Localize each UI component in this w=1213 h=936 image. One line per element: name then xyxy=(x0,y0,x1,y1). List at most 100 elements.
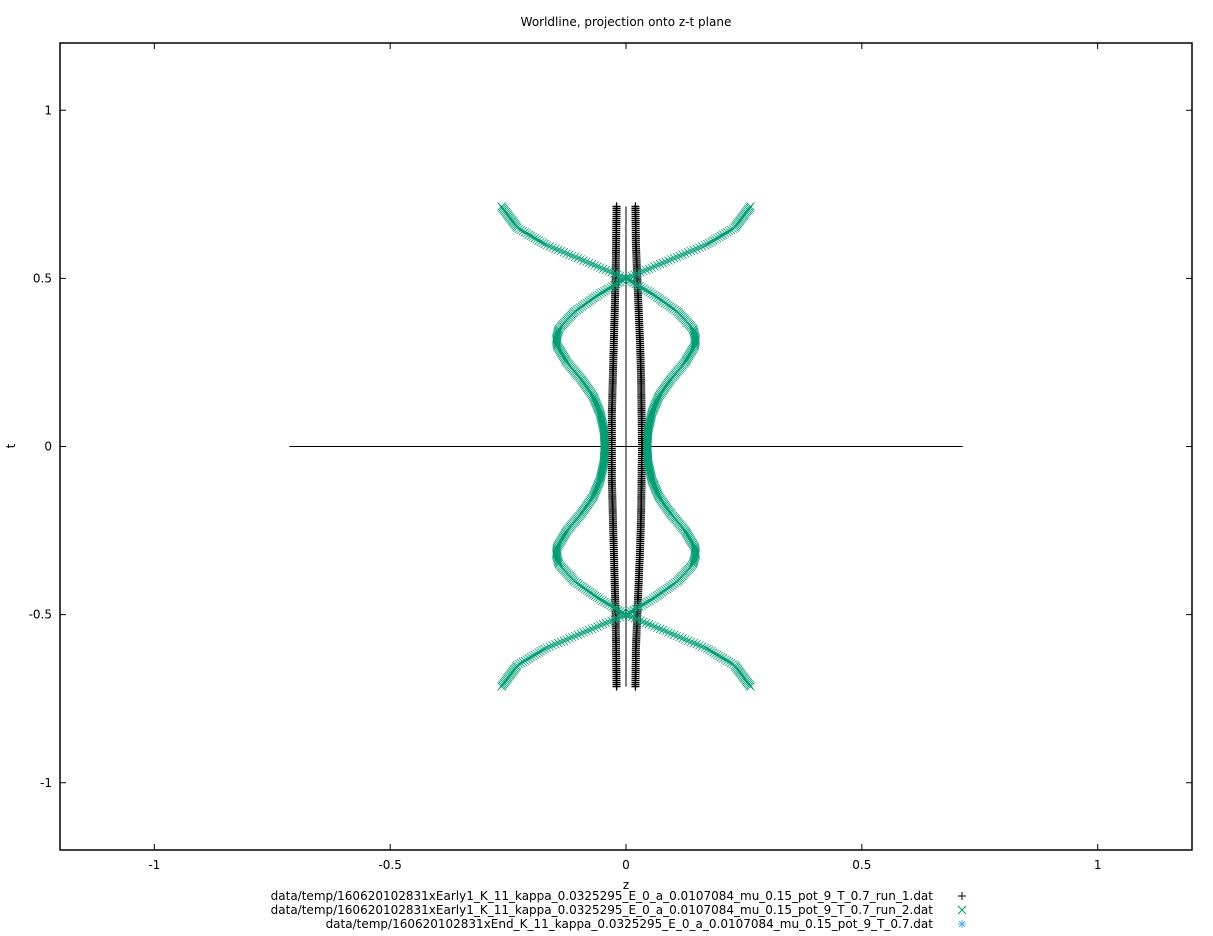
data-point xyxy=(667,255,676,264)
data-point xyxy=(582,257,591,267)
data-point xyxy=(608,282,617,291)
data-point xyxy=(592,291,602,301)
data-point xyxy=(700,240,710,250)
data-point xyxy=(576,255,585,264)
data-point xyxy=(689,638,699,648)
x-tick-label: 0 xyxy=(622,858,630,872)
data-point xyxy=(692,244,701,254)
data-point xyxy=(703,239,712,249)
data-point xyxy=(614,278,623,288)
data-point xyxy=(635,282,644,291)
data-point xyxy=(631,279,640,289)
data-point xyxy=(559,636,569,645)
data-point xyxy=(647,263,656,272)
legend-label: data/temp/160620102831xEarly1_K_11_kappa… xyxy=(271,903,934,917)
data-point xyxy=(553,638,563,648)
data-point xyxy=(596,621,605,630)
data-point xyxy=(672,631,682,641)
data-point xyxy=(562,635,571,644)
data-point xyxy=(582,626,591,636)
data-point xyxy=(590,623,600,633)
data-point xyxy=(606,283,615,292)
data-point xyxy=(554,558,563,568)
data-point xyxy=(664,628,673,637)
legend-marker xyxy=(958,920,966,928)
data-point xyxy=(631,202,640,211)
data-point xyxy=(690,330,699,339)
data-point xyxy=(697,242,707,251)
data-point xyxy=(522,229,532,238)
data-point xyxy=(595,477,604,487)
x-axis-label: z xyxy=(623,878,629,892)
data-point xyxy=(615,271,625,281)
data-point xyxy=(700,643,710,653)
data-point xyxy=(608,602,617,611)
data-point xyxy=(556,246,566,256)
data-point xyxy=(579,256,588,265)
data-point xyxy=(600,286,609,296)
data-point xyxy=(652,623,662,633)
data-point xyxy=(542,643,552,653)
data-point xyxy=(658,625,668,635)
data-point xyxy=(643,597,652,607)
y-tick-label: 0 xyxy=(44,440,52,454)
data-point xyxy=(637,283,646,292)
data-point xyxy=(532,649,542,658)
data-point xyxy=(706,237,716,247)
data-point xyxy=(552,331,562,341)
data-point xyxy=(593,622,602,631)
legend-label: data/temp/160620102831xEnd_K_11_kappa_0.… xyxy=(326,917,934,931)
data-point xyxy=(675,632,685,642)
data-point xyxy=(672,252,682,262)
data-point xyxy=(655,624,665,634)
data-point xyxy=(686,637,696,647)
data-point xyxy=(596,411,606,421)
data-point xyxy=(528,232,538,242)
data-point xyxy=(646,411,656,421)
data-point xyxy=(649,290,658,299)
data-point xyxy=(540,644,549,654)
data-point xyxy=(661,626,670,636)
data-point xyxy=(518,226,528,236)
data-point xyxy=(553,555,562,564)
data-point xyxy=(689,328,699,337)
data-point xyxy=(724,657,734,667)
data-point xyxy=(624,272,634,282)
data-point xyxy=(669,253,679,263)
data-point xyxy=(604,617,614,627)
data-point xyxy=(590,260,600,270)
data-point xyxy=(610,280,619,290)
data-point xyxy=(610,269,619,278)
data-point xyxy=(638,266,648,276)
data-point xyxy=(554,557,563,567)
data-point xyxy=(610,603,619,613)
data-point xyxy=(746,202,755,211)
data-point xyxy=(579,628,588,637)
data-point xyxy=(532,235,542,244)
data-layer xyxy=(497,202,755,691)
data-point xyxy=(600,597,609,607)
data-point xyxy=(689,556,699,565)
data-point xyxy=(631,604,640,614)
data-point xyxy=(647,289,656,298)
data-point xyxy=(612,614,622,623)
data-point xyxy=(690,329,699,338)
data-point xyxy=(553,329,562,338)
data-point xyxy=(528,651,538,661)
data-point xyxy=(655,259,665,269)
data-point xyxy=(650,291,660,301)
data-point xyxy=(516,658,526,668)
data-point xyxy=(689,325,698,335)
data-point xyxy=(705,238,714,248)
data-point xyxy=(683,636,693,645)
data-point xyxy=(708,648,718,657)
data-point xyxy=(712,233,722,243)
data-point xyxy=(553,556,563,565)
data-point xyxy=(596,410,605,420)
data-point xyxy=(647,410,656,420)
data-point xyxy=(552,332,561,342)
y-axis-label: t xyxy=(4,443,18,448)
data-point xyxy=(551,639,560,649)
data-point xyxy=(554,559,564,569)
data-point xyxy=(681,249,690,258)
